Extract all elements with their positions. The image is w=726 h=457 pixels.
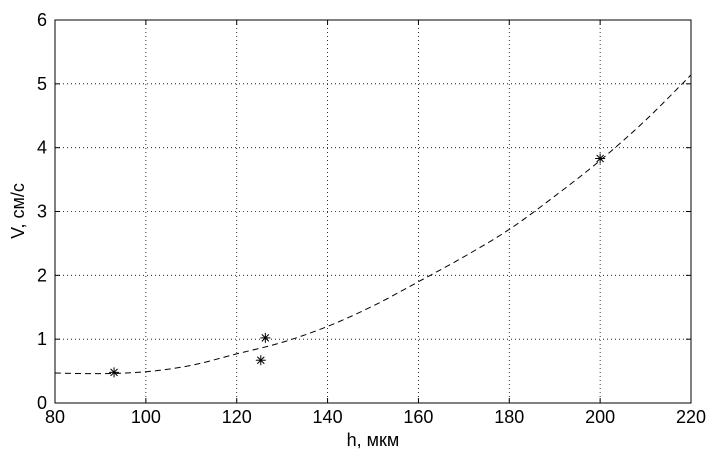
data-point <box>109 367 120 378</box>
y-tick-label: 4 <box>37 138 47 158</box>
y-tick-label: 0 <box>37 393 47 413</box>
data-point <box>595 153 606 164</box>
x-tick-label: 200 <box>585 407 615 427</box>
y-axis-label: V, см/с <box>8 183 28 239</box>
x-tick-label: 140 <box>313 407 343 427</box>
x-tick-label: 220 <box>676 407 706 427</box>
x-tick-label: 120 <box>222 407 252 427</box>
fit-curve <box>54 74 692 375</box>
x-tick-label: 180 <box>494 407 524 427</box>
y-axis-ticks: 0 1 2 3 4 5 6 <box>37 10 691 413</box>
y-tick-label: 3 <box>37 202 47 222</box>
y-tick-label: 6 <box>37 10 47 30</box>
x-tick-label: 160 <box>403 407 433 427</box>
x-axis-label: h, мкм <box>347 430 400 450</box>
y-tick-label: 5 <box>37 74 47 94</box>
x-tick-label: 100 <box>131 407 161 427</box>
data-points <box>109 153 606 378</box>
y-tick-label: 2 <box>37 265 47 285</box>
y-tick-label: 1 <box>37 329 47 349</box>
x-axis-ticks: 80 100 120 140 160 180 200 220 <box>45 20 706 427</box>
data-point <box>260 332 271 343</box>
grid <box>55 20 691 403</box>
x-tick-label: 80 <box>45 407 65 427</box>
data-point <box>255 355 266 366</box>
